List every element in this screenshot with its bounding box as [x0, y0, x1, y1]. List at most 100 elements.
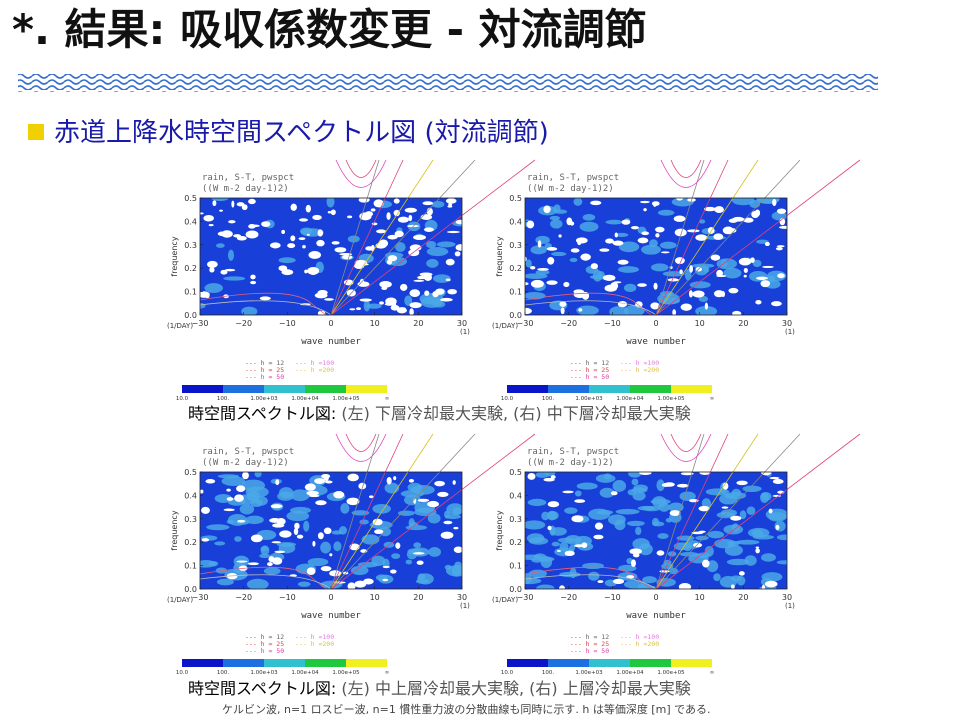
colorbar-segment: [507, 385, 548, 393]
contour-blob: [396, 307, 407, 314]
contour-blob: [564, 507, 578, 514]
gravity-curve: [670, 159, 702, 178]
contour-blob: [593, 534, 604, 540]
contour-blob: [390, 569, 397, 574]
y-tick-label: 0.5: [184, 468, 197, 477]
contour-blob: [261, 221, 271, 227]
contour-blob: [618, 564, 637, 572]
colorbar-label: 1.00e+04: [291, 670, 319, 676]
contour-blob: [379, 282, 389, 286]
plot-area: [525, 472, 787, 589]
contour-blob: [417, 573, 426, 580]
kelvin-curve: [655, 433, 861, 590]
contour-blob: [271, 541, 282, 544]
x-tick-label: −20: [235, 593, 252, 602]
contour-blob: [755, 548, 760, 554]
x-tick-label: 20: [738, 319, 748, 328]
contour-blob: [588, 571, 600, 581]
colorbar-segment: [346, 385, 387, 393]
contour-blob: [417, 275, 426, 280]
spectrum-panel: rain, S-T, pwspct((W m-2 day-1)2) 0.0 0.1 0…: [167, 433, 536, 676]
x-axis-label: wave number: [626, 611, 686, 621]
contour-blob: [278, 257, 296, 264]
y-axis-label: frequency: [170, 236, 179, 276]
contour-blob: [764, 241, 770, 247]
contour-blob: [738, 571, 745, 576]
contour-blob: [703, 206, 716, 212]
legend-entry: --- h =100: [295, 633, 334, 641]
kelvin-curve: [330, 159, 536, 316]
contour-blob: [574, 535, 592, 547]
contour-blob: [246, 578, 269, 589]
contour-blob: [610, 491, 618, 496]
colorbar-segment: [548, 385, 589, 393]
contour-blob: [437, 491, 449, 497]
contour-blob: [316, 239, 325, 247]
contour-blob: [764, 580, 778, 588]
contour-blob: [406, 224, 419, 228]
contour-blob: [730, 515, 742, 521]
x-axis-label: wave number: [626, 337, 686, 347]
contour-blob: [557, 549, 561, 553]
contour-blob: [614, 232, 618, 238]
contour-blob: [595, 474, 616, 483]
kelvin-curve: [655, 433, 705, 590]
contour-blob: [653, 202, 657, 207]
contour-blob: [652, 517, 660, 527]
contour-blob: [525, 259, 532, 268]
contour-blob: [722, 482, 729, 490]
x-tick-label: −10: [604, 319, 621, 328]
contour-blob: [455, 244, 462, 251]
contour-blob: [270, 504, 283, 509]
contour-blob: [699, 219, 706, 224]
contour-blob: [550, 219, 563, 229]
contour-blob: [743, 274, 747, 278]
kelvin-curve: [330, 433, 536, 590]
contour-blob: [245, 230, 259, 239]
y-tick-label: 0.2: [509, 264, 522, 273]
contour-blob: [676, 483, 689, 488]
contour-blob: [200, 559, 216, 568]
colorbar-label: ∞: [385, 670, 390, 676]
contour-blob: [245, 486, 269, 498]
contour-blob: [333, 541, 342, 552]
contour-blob: [668, 502, 684, 513]
contour-blob: [384, 302, 397, 306]
contour-blob: [214, 541, 226, 546]
contour-blob: [569, 567, 577, 579]
contour-blob: [707, 530, 725, 539]
contour-blob: [563, 281, 570, 288]
contour-blob: [557, 537, 576, 543]
kelvin-curve: [330, 433, 404, 590]
contour-blob: [334, 247, 347, 253]
contour-blob: [626, 575, 635, 579]
spectrum-panel: rain, S-T, pwspct((W m-2 day-1)2) 0.0 0.1 0…: [492, 433, 861, 676]
rossby-curve: [200, 300, 332, 315]
contour-blob: [639, 472, 652, 475]
contour-blob: [445, 514, 461, 520]
contour-blob: [716, 511, 735, 519]
contour-blob: [669, 510, 681, 516]
contour-blob: [372, 518, 383, 526]
y-tick-label: 0.4: [184, 491, 197, 500]
contour-blob: [562, 490, 574, 494]
contour-blob: [640, 200, 650, 204]
contour-blob: [358, 482, 367, 490]
contour-blob: [771, 301, 782, 307]
contour-blob: [602, 274, 616, 281]
contour-blob: [772, 478, 784, 485]
y-tick-label: 0.1: [509, 562, 522, 571]
contour-blob: [317, 532, 324, 540]
contour-blob: [574, 490, 582, 497]
contour-blob: [749, 199, 761, 209]
contour-blob: [530, 245, 547, 255]
contour-blob: [387, 255, 398, 262]
contour-blob: [615, 508, 640, 515]
colorbar-label: 100.: [217, 670, 229, 676]
contour-blob: [688, 290, 693, 298]
contour-blob: [269, 242, 281, 249]
contour-blob: [679, 269, 683, 274]
contour-blob: [760, 280, 771, 288]
gravity-curve: [660, 433, 712, 462]
